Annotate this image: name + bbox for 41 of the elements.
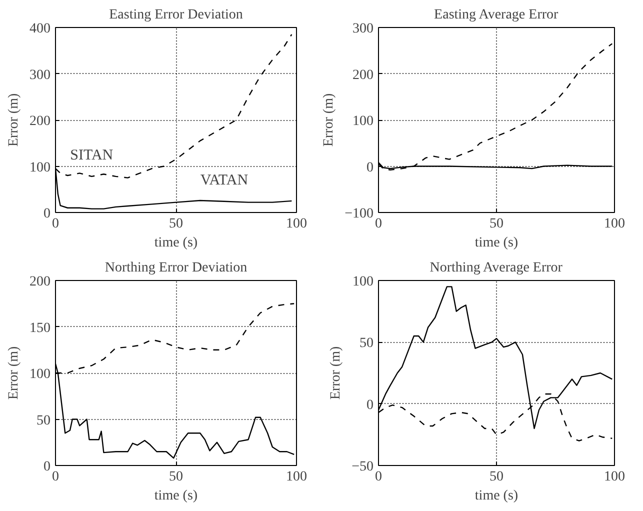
y-axis-title: Error (m) <box>6 346 22 400</box>
chart-title: Easting Average Error <box>434 8 559 22</box>
y-tick-label: 200 <box>30 274 50 290</box>
x-tick-label: 100 <box>286 470 307 484</box>
y-tick-label: 300 <box>30 68 50 83</box>
y-tick-label: 100 <box>352 274 374 290</box>
y-tick-label: 0 <box>44 206 50 222</box>
y-tick-label: 200 <box>30 114 50 129</box>
series-label: SITAN <box>70 147 114 164</box>
y-tick-label: −50 <box>352 460 374 474</box>
x-axis-title: time (s) <box>154 236 198 250</box>
x-tick-label: 50 <box>169 470 183 484</box>
y-tick-label: 100 <box>30 160 50 176</box>
x-tick-label: 50 <box>490 216 504 232</box>
chart-title: Northing Average Error <box>430 260 563 276</box>
x-tick-label: 50 <box>490 470 504 484</box>
y-axis-title: Error (m) <box>322 93 337 147</box>
y-tick-label: 50 <box>360 336 374 352</box>
y-tick-label: 150 <box>30 320 50 336</box>
x-tick-label: 100 <box>286 216 307 232</box>
y-tick-label: 100 <box>352 114 374 129</box>
y-tick-label: 0 <box>366 160 374 176</box>
x-tick-label: 100 <box>604 470 625 484</box>
y-tick-label: 100 <box>30 367 50 382</box>
y-tick-label: 200 <box>352 68 374 83</box>
x-axis-title: time (s) <box>474 488 518 504</box>
x-axis-title: time (s) <box>474 236 518 250</box>
y-axis-title: Error (m) <box>6 93 22 147</box>
chart-title: Northing Error Deviation <box>104 260 248 276</box>
series-label: VATAN <box>200 172 248 188</box>
y-tick-label: 400 <box>30 22 50 36</box>
y-axis-title: Error (m) <box>328 346 344 400</box>
y-tick-label: 50 <box>36 413 50 428</box>
y-tick-label: 300 <box>352 22 374 36</box>
y-tick-label: 0 <box>366 398 374 413</box>
chart-title: Easting Error Deviation <box>109 8 243 22</box>
x-tick-label: 50 <box>169 216 183 232</box>
y-tick-label: −100 <box>344 206 374 222</box>
x-tick-label: 100 <box>604 216 625 232</box>
x-axis-title: time (s) <box>154 488 198 504</box>
y-tick-label: 0 <box>44 460 50 474</box>
